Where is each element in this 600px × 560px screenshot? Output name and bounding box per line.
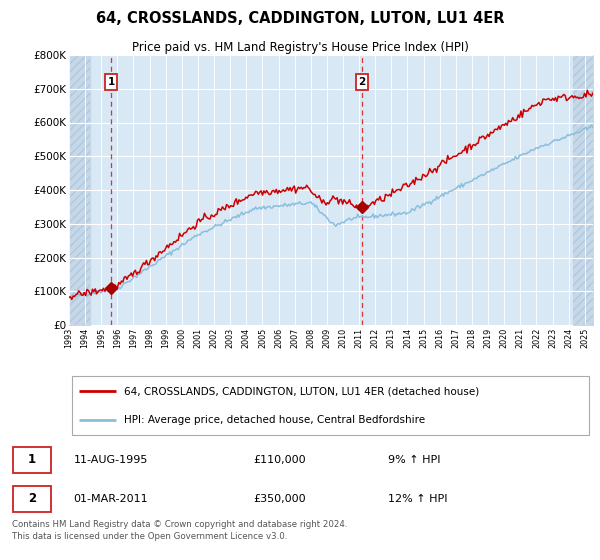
Text: 2011: 2011 xyxy=(355,328,364,348)
Text: 2023: 2023 xyxy=(548,328,557,348)
Text: 2: 2 xyxy=(358,77,365,87)
Text: 12% ↑ HPI: 12% ↑ HPI xyxy=(388,494,448,504)
Text: 2012: 2012 xyxy=(371,328,380,348)
Text: 2017: 2017 xyxy=(451,328,460,348)
Text: 2000: 2000 xyxy=(178,328,187,348)
Text: 2002: 2002 xyxy=(209,328,218,348)
Text: 01-MAR-2011: 01-MAR-2011 xyxy=(74,494,148,504)
Text: 2014: 2014 xyxy=(403,328,412,348)
Text: 2: 2 xyxy=(28,492,36,505)
Text: 2022: 2022 xyxy=(532,328,541,348)
Text: 2007: 2007 xyxy=(290,328,299,348)
Text: Contains HM Land Registry data © Crown copyright and database right 2024.
This d: Contains HM Land Registry data © Crown c… xyxy=(12,520,347,541)
Text: Price paid vs. HM Land Registry's House Price Index (HPI): Price paid vs. HM Land Registry's House … xyxy=(131,41,469,54)
Text: 1999: 1999 xyxy=(161,328,170,348)
FancyBboxPatch shape xyxy=(71,376,589,436)
Text: 2009: 2009 xyxy=(322,328,331,348)
Text: 1994: 1994 xyxy=(80,328,89,348)
Text: 1: 1 xyxy=(28,454,36,466)
Text: 2020: 2020 xyxy=(500,328,509,348)
Text: 2019: 2019 xyxy=(484,328,493,348)
Text: 9% ↑ HPI: 9% ↑ HPI xyxy=(388,455,440,465)
Text: 2003: 2003 xyxy=(226,328,235,348)
Text: 1995: 1995 xyxy=(97,328,106,348)
Text: 1997: 1997 xyxy=(129,328,138,348)
Text: 2013: 2013 xyxy=(387,328,396,348)
Text: 2025: 2025 xyxy=(580,328,589,348)
Text: 64, CROSSLANDS, CADDINGTON, LUTON, LU1 4ER: 64, CROSSLANDS, CADDINGTON, LUTON, LU1 4… xyxy=(96,11,504,26)
Text: 2001: 2001 xyxy=(193,328,202,348)
Text: 2021: 2021 xyxy=(516,328,525,348)
Text: 64, CROSSLANDS, CADDINGTON, LUTON, LU1 4ER (detached house): 64, CROSSLANDS, CADDINGTON, LUTON, LU1 4… xyxy=(124,386,479,396)
Text: 2015: 2015 xyxy=(419,328,428,348)
FancyBboxPatch shape xyxy=(13,446,51,473)
Text: 1998: 1998 xyxy=(145,328,154,348)
Text: 1: 1 xyxy=(107,77,115,87)
Text: 2008: 2008 xyxy=(306,328,315,348)
Text: 2024: 2024 xyxy=(564,328,573,348)
Text: 1993: 1993 xyxy=(65,328,74,348)
Text: 11-AUG-1995: 11-AUG-1995 xyxy=(74,455,148,465)
Text: 1996: 1996 xyxy=(113,328,122,348)
Text: 2004: 2004 xyxy=(242,328,251,348)
Text: £350,000: £350,000 xyxy=(253,494,305,504)
Text: HPI: Average price, detached house, Central Bedfordshire: HPI: Average price, detached house, Cent… xyxy=(124,415,425,425)
Text: 2010: 2010 xyxy=(338,328,347,348)
Text: £110,000: £110,000 xyxy=(253,455,305,465)
Text: 2018: 2018 xyxy=(467,328,476,348)
FancyBboxPatch shape xyxy=(13,486,51,512)
Text: 2005: 2005 xyxy=(258,328,267,348)
Text: 2016: 2016 xyxy=(435,328,444,348)
Text: 2006: 2006 xyxy=(274,328,283,348)
